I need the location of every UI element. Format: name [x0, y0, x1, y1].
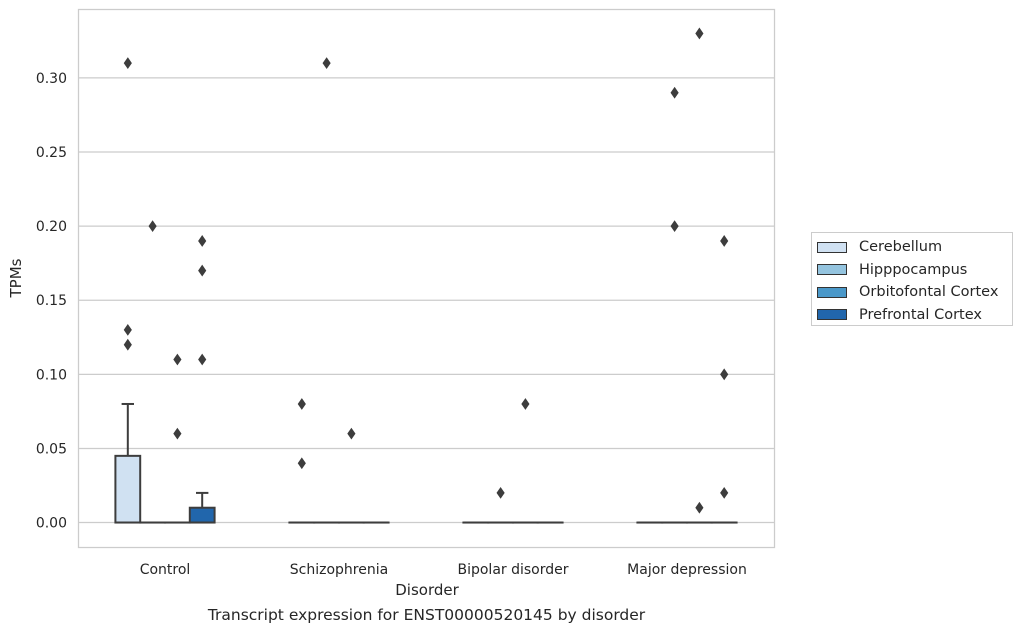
legend-item-hippocampus: Hipppocampus	[817, 259, 1007, 282]
outlier-point	[123, 323, 132, 336]
outlier-point	[496, 487, 505, 499]
outlier-point	[670, 220, 679, 233]
y-tick-label: 0.20	[36, 219, 67, 235]
box	[114, 57, 142, 524]
box	[188, 235, 216, 524]
figure-caption: Transcript expression for ENST0000052014…	[207, 606, 646, 624]
legend-label: Prefrontal Cortex	[859, 306, 982, 323]
legend-item-cerebellum: Cerebellum	[817, 236, 1007, 259]
legend-item-prefrontal-cortex: Prefrontal Cortex	[817, 304, 1007, 327]
box	[288, 398, 316, 524]
outlier-point	[173, 353, 182, 366]
x-axis-label: Disorder	[395, 581, 459, 599]
y-tick-label: 0.25	[36, 145, 67, 161]
y-tick-label: 0.00	[36, 516, 67, 532]
plot-area-frame	[77, 8, 776, 549]
outlier-point	[670, 86, 679, 99]
y-axis-label: TPMs	[7, 258, 25, 298]
box	[512, 398, 539, 524]
outlier-point	[720, 368, 729, 381]
legend-label: Cerebellum	[859, 239, 943, 256]
outlier-point	[322, 57, 331, 69]
x-axis-ticks: Control Schizophrenia Bipolar disorder Majo…	[140, 562, 747, 578]
y-tick-label: 0.05	[36, 441, 67, 457]
gridlines	[78, 77, 774, 524]
outlier-point	[695, 501, 704, 514]
box	[661, 86, 689, 524]
box	[710, 235, 738, 524]
y-tick-label: 0.15	[36, 293, 67, 309]
box-body	[188, 506, 216, 524]
box	[487, 487, 514, 524]
legend-swatch-orbitofrontal-cortex	[817, 286, 847, 298]
legend-swatch-hippocampus	[817, 264, 847, 276]
outlier-point	[695, 27, 704, 40]
box-series	[114, 27, 738, 524]
box	[338, 427, 365, 524]
y-tick-label: 0.30	[36, 71, 67, 87]
series-cerebellum	[114, 57, 664, 524]
legend: Cerebellum Hipppocampus Orbitofontal Cor…	[811, 232, 1013, 326]
outlier-point	[720, 487, 729, 499]
x-tick-label: Major depression	[627, 562, 747, 578]
outlier-point	[297, 457, 306, 470]
outlier-point	[297, 398, 306, 410]
outlier-point	[720, 235, 729, 247]
legend-label: Hipppocampus	[859, 261, 968, 278]
legend-swatch-prefrontal-cortex	[817, 309, 847, 321]
y-tick-label: 0.10	[36, 367, 67, 383]
legend-label: Orbitofontal Cortex	[859, 284, 999, 301]
box	[139, 220, 167, 524]
box	[164, 353, 191, 524]
outlier-point	[521, 398, 530, 410]
legend-item-orbitofrontal-cortex: Orbitofontal Cortex	[817, 281, 1007, 304]
x-tick-label: Schizophrenia	[290, 562, 388, 578]
x-tick-label: Bipolar disorder	[457, 562, 568, 578]
outlier-point	[347, 427, 356, 440]
box	[313, 57, 340, 524]
y-axis-ticks: 0.00 0.05 0.10 0.15 0.20 0.25 0.30	[36, 71, 67, 532]
series-hipppocampus	[139, 57, 689, 524]
outlier-point	[198, 353, 207, 366]
outlier-point	[198, 235, 207, 247]
outlier-point	[123, 338, 132, 351]
x-tick-label: Control	[140, 562, 191, 578]
outlier-point	[198, 264, 207, 277]
outlier-point	[173, 427, 182, 440]
outlier-point	[148, 220, 157, 233]
series-prefrontal-cortex	[188, 235, 738, 524]
box-body	[114, 454, 142, 524]
outlier-point	[123, 57, 132, 69]
legend-swatch-cerebellum	[817, 241, 847, 253]
